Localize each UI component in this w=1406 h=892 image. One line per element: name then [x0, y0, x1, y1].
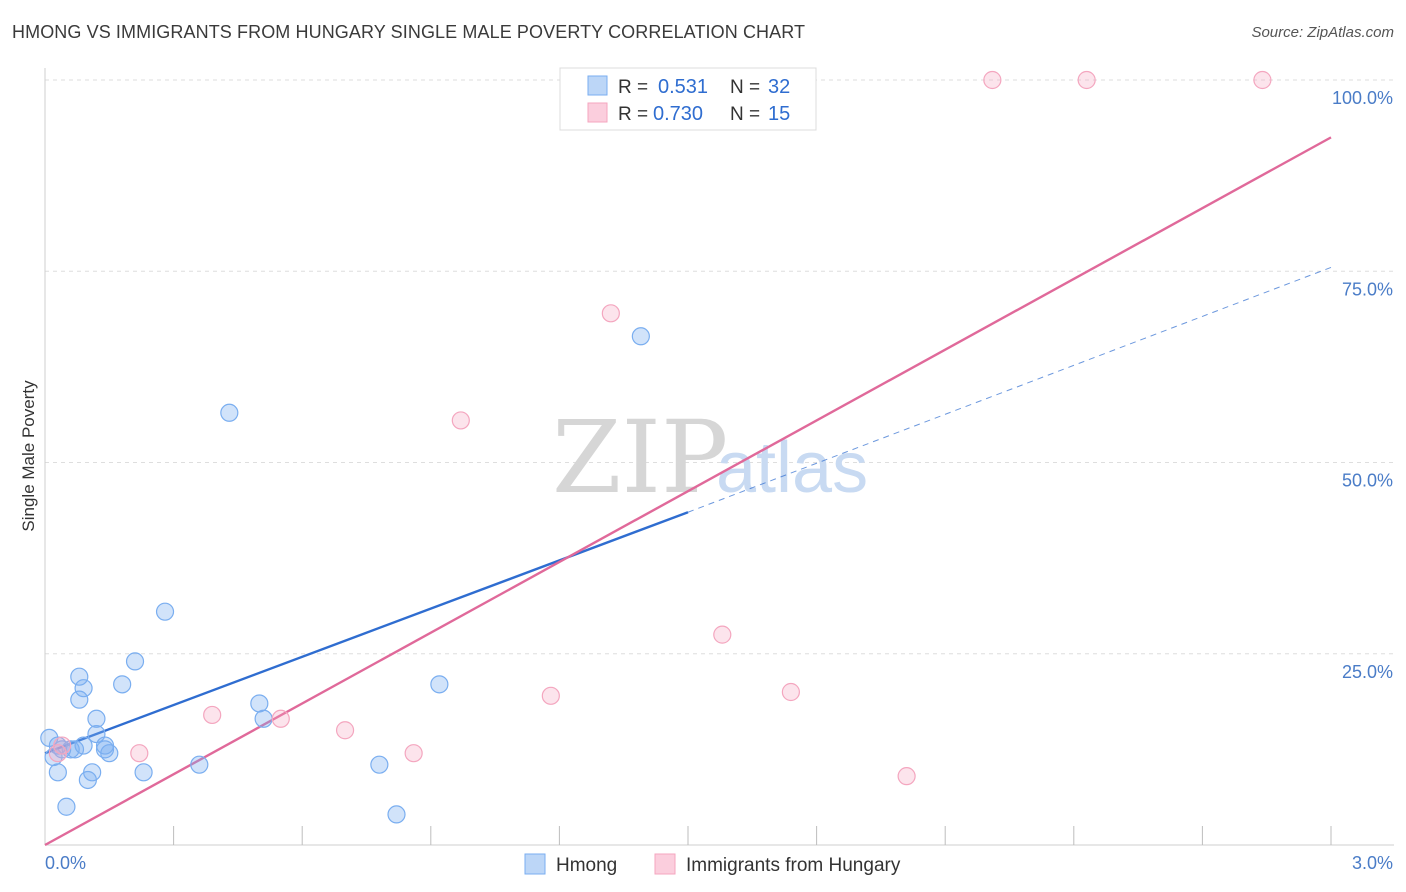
point-hungary: [1253, 70, 1272, 90]
point-hmong: [220, 403, 239, 422]
x-tick-label-max: 3.0%: [1352, 853, 1393, 873]
point-hmong: [370, 755, 389, 774]
point-hungary: [1077, 70, 1096, 90]
legend-swatch-hmong: [587, 75, 608, 96]
legend-r-label-2: R =: [618, 104, 648, 125]
point-hmong: [430, 675, 449, 694]
bottom-legend-swatch-hmong: [524, 853, 546, 875]
point-hungary: [130, 744, 149, 763]
source-credit: Source: ZipAtlas.com: [1251, 24, 1394, 41]
point-hmong: [100, 744, 119, 763]
y-tick-label: 75.0%: [1342, 279, 1393, 299]
chart-title: HMONG VS IMMIGRANTS FROM HUNGARY SINGLE …: [12, 22, 806, 42]
trendline-hungary: [44, 136, 1332, 847]
point-hungary: [601, 304, 620, 323]
trendline-hmong: [44, 511, 689, 755]
y-tick-label: 25.0%: [1342, 662, 1393, 682]
bottom-legend-label-hungary: Immigrants from Hungary: [686, 855, 901, 876]
point-hmong: [254, 709, 273, 728]
watermark-zip: ZIP: [552, 399, 728, 516]
point-hungary: [203, 705, 222, 725]
point-hmong: [631, 327, 650, 346]
points: [40, 70, 1272, 824]
point-hungary: [404, 744, 423, 763]
point-hmong: [70, 690, 89, 709]
tick-labels: 25.0% 50.0% 75.0% 100.0% 0.0% 3.0%: [45, 88, 1393, 873]
legend-n-label-2: N =: [730, 104, 760, 125]
y-tick-label: 100.0%: [1332, 88, 1393, 108]
point-hmong: [113, 675, 132, 694]
point-hmong: [387, 805, 406, 824]
legend-swatch-hungary: [587, 102, 608, 123]
top-legend: R = 0.531 N = 32 R = 0.730 N = 15: [559, 67, 817, 131]
point-hungary: [781, 682, 800, 702]
point-hungary: [335, 721, 355, 740]
point-hmong: [74, 736, 93, 755]
point-hmong: [70, 667, 89, 686]
trendline-hmong-extension: [687, 266, 1332, 513]
point-hungary: [983, 70, 1002, 90]
watermark-atlas: atlas: [716, 428, 868, 508]
point-hmong: [83, 763, 102, 782]
point-hmong: [190, 755, 209, 774]
point-hmong: [250, 694, 269, 713]
point-hmong: [134, 763, 153, 782]
bottom-legend-label-hmong: Hmong: [556, 855, 617, 876]
legend-r-value-hmong: 0.531: [658, 76, 708, 98]
point-hungary: [897, 767, 916, 786]
legend-n-value-hungary: 15: [768, 103, 790, 125]
bottom-legend: Hmong Immigrants from Hungary: [524, 853, 901, 876]
point-hmong: [74, 679, 93, 698]
point-hmong: [48, 763, 67, 782]
y-axis-label: Single Male Poverty: [19, 380, 38, 532]
point-hmong: [125, 652, 145, 671]
x-tick-label-min: 0.0%: [45, 853, 86, 873]
point-hungary: [53, 736, 72, 755]
point-hmong: [155, 602, 175, 621]
point-hmong: [57, 797, 76, 816]
legend-n-value-hmong: 32: [768, 76, 790, 98]
legend-r-label-1: R =: [618, 77, 648, 98]
bottom-legend-swatch-hungary: [654, 853, 676, 875]
point-hungary: [713, 625, 732, 644]
point-hungary: [541, 686, 560, 705]
point-hungary: [451, 411, 470, 430]
legend-r-value-hungary: 0.730: [653, 103, 703, 125]
watermark: ZIP atlas: [552, 399, 868, 516]
point-hmong: [87, 709, 106, 728]
legend-n-label-1: N =: [730, 77, 760, 98]
point-hungary: [271, 709, 290, 728]
gridlines: [45, 79, 1394, 655]
axes: [44, 68, 1394, 846]
trendlines: [44, 136, 1332, 847]
y-tick-label: 50.0%: [1342, 471, 1393, 491]
